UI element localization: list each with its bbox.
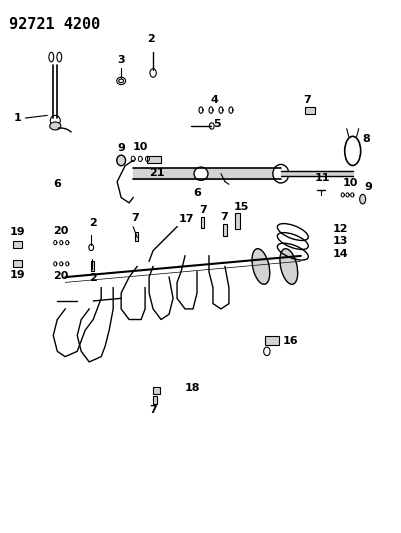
Bar — [153, 397, 156, 405]
Ellipse shape — [272, 165, 288, 183]
Bar — [13, 260, 22, 266]
Text: 17: 17 — [178, 214, 194, 224]
Text: 92721 4200: 92721 4200 — [9, 17, 100, 33]
Text: 18: 18 — [184, 383, 200, 393]
Bar — [135, 231, 138, 241]
Bar — [304, 108, 314, 114]
Bar — [264, 336, 278, 345]
Text: 1: 1 — [13, 113, 21, 123]
Bar — [200, 216, 204, 228]
Text: 7: 7 — [220, 213, 227, 222]
Text: 4: 4 — [211, 95, 218, 105]
Ellipse shape — [251, 249, 269, 284]
Text: 16: 16 — [282, 336, 298, 346]
Text: 8: 8 — [362, 134, 369, 144]
Bar — [13, 241, 22, 248]
Text: 20: 20 — [53, 226, 69, 236]
Text: 7: 7 — [149, 406, 156, 415]
Text: 7: 7 — [198, 205, 206, 215]
Text: 7: 7 — [302, 95, 310, 105]
Text: 9: 9 — [117, 143, 125, 153]
Bar — [234, 214, 239, 229]
Ellipse shape — [50, 122, 61, 130]
Bar — [147, 156, 161, 163]
Text: 19: 19 — [9, 270, 25, 280]
Bar — [91, 261, 94, 271]
Text: 6: 6 — [53, 179, 61, 189]
Text: 2: 2 — [147, 34, 155, 44]
Text: 7: 7 — [131, 213, 138, 223]
Text: 2: 2 — [89, 219, 97, 228]
Text: 2: 2 — [89, 273, 97, 283]
Ellipse shape — [359, 195, 365, 204]
Text: 6: 6 — [192, 188, 200, 198]
Text: 10: 10 — [133, 142, 148, 152]
Text: 9: 9 — [364, 182, 372, 192]
Text: 19: 19 — [9, 228, 25, 237]
Text: 15: 15 — [233, 202, 249, 212]
Text: 10: 10 — [342, 178, 357, 188]
Text: 12: 12 — [332, 224, 347, 235]
Text: 3: 3 — [117, 55, 124, 65]
Ellipse shape — [194, 167, 207, 180]
Text: 21: 21 — [149, 168, 164, 179]
Ellipse shape — [118, 79, 123, 83]
Ellipse shape — [116, 155, 125, 166]
Bar — [223, 224, 226, 236]
Ellipse shape — [279, 249, 297, 284]
Text: 13: 13 — [332, 236, 347, 246]
Text: 20: 20 — [53, 271, 69, 281]
Text: 11: 11 — [314, 173, 330, 183]
Text: 5: 5 — [213, 119, 220, 130]
Text: 14: 14 — [332, 249, 348, 259]
Bar — [153, 387, 160, 394]
